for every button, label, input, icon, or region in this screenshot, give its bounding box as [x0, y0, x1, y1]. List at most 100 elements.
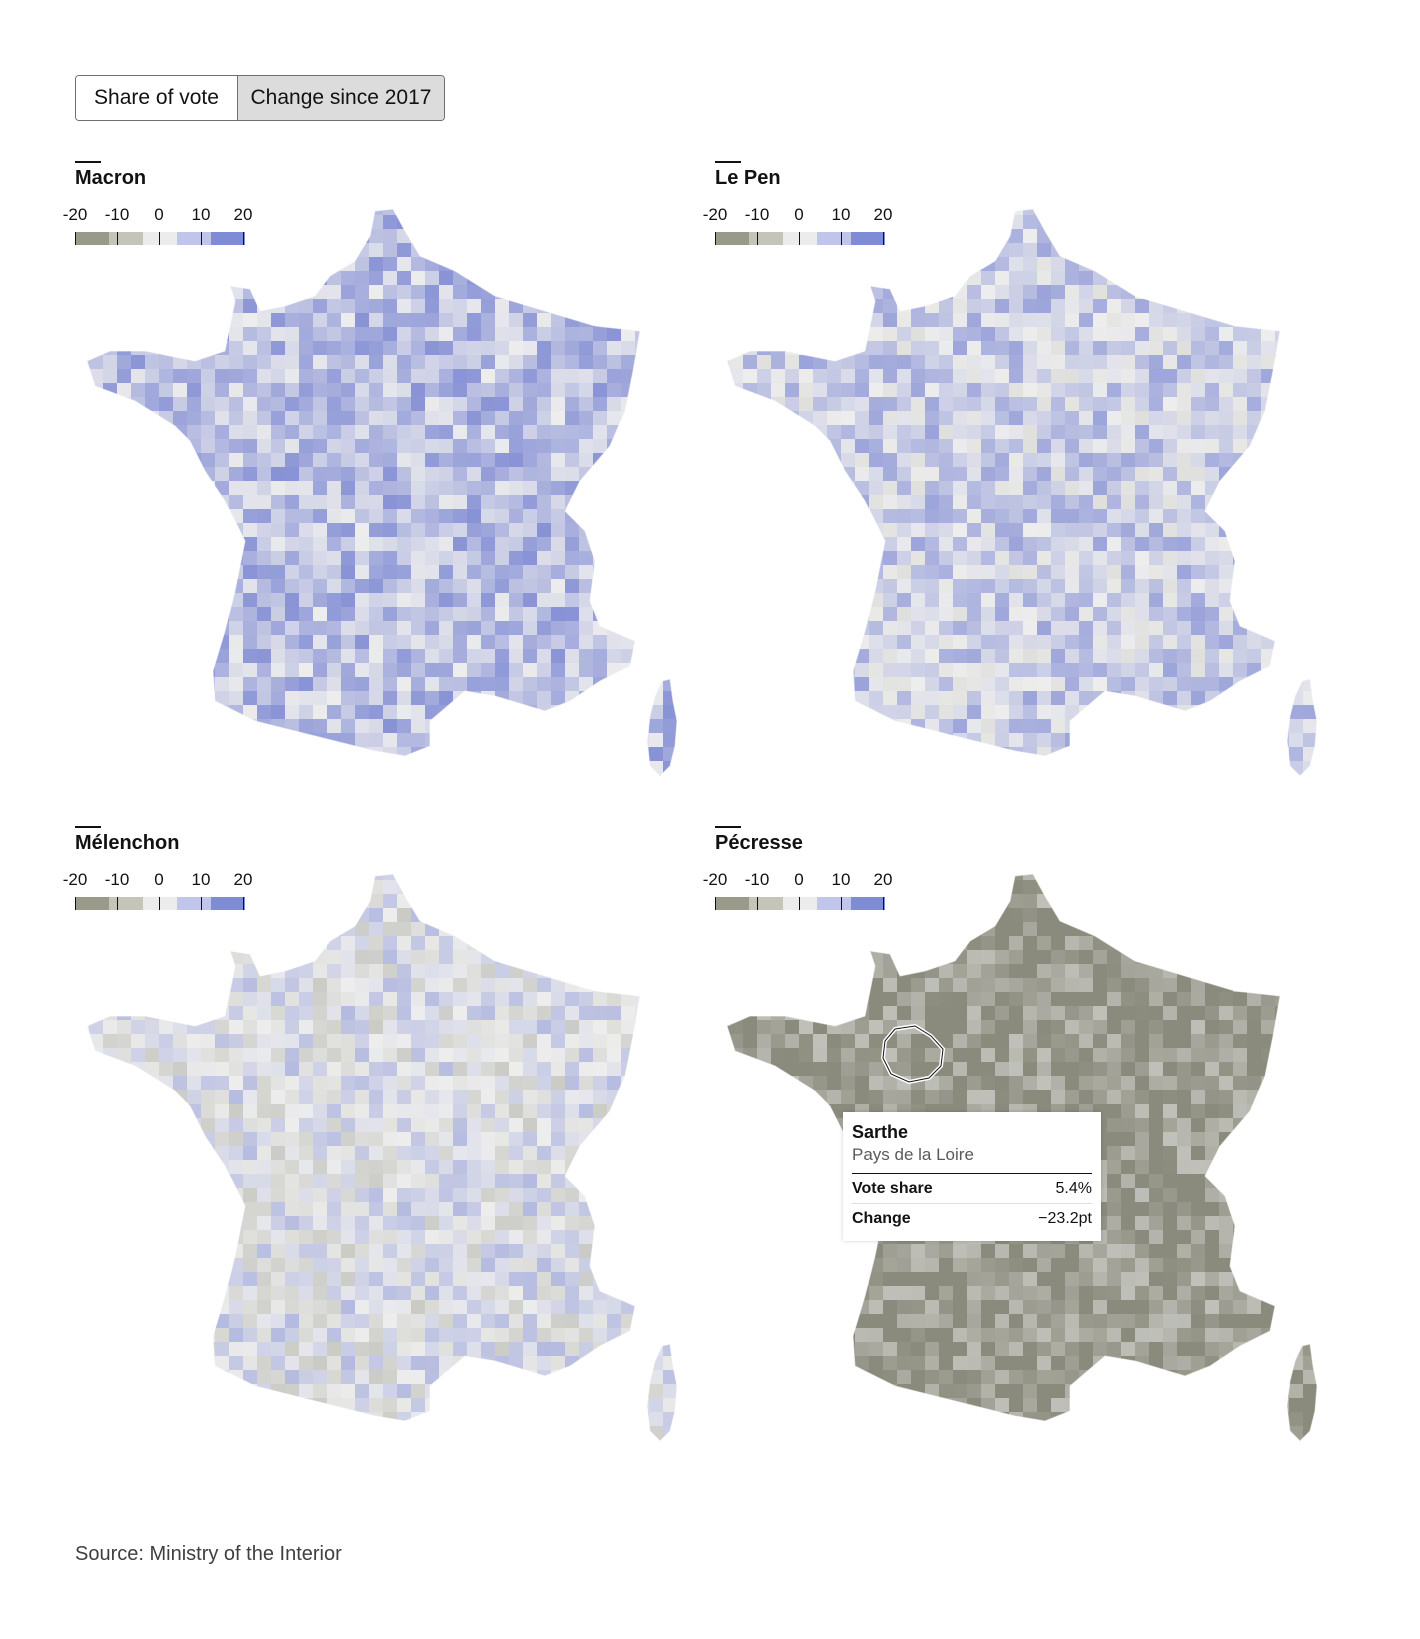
commune-cell[interactable] [411, 481, 425, 495]
commune-cell[interactable] [855, 369, 869, 383]
commune-cell[interactable] [75, 936, 89, 950]
commune-cell[interactable] [1303, 649, 1317, 663]
commune-cell[interactable] [1023, 285, 1037, 299]
commune-cell[interactable] [453, 537, 467, 551]
commune-cell[interactable] [383, 1048, 397, 1062]
commune-cell[interactable] [1233, 761, 1247, 775]
commune-cell[interactable] [743, 775, 757, 789]
commune-cell[interactable] [1149, 215, 1163, 229]
commune-cell[interactable] [593, 1104, 607, 1118]
commune-cell[interactable] [341, 649, 355, 663]
commune-cell[interactable] [677, 894, 691, 908]
commune-cell[interactable] [271, 1118, 285, 1132]
commune-cell[interactable] [117, 299, 131, 313]
commune-cell[interactable] [827, 635, 841, 649]
commune-cell[interactable] [995, 579, 1009, 593]
commune-cell[interactable] [397, 866, 411, 880]
commune-cell[interactable] [397, 355, 411, 369]
commune-cell[interactable] [1303, 425, 1317, 439]
commune-cell[interactable] [1009, 705, 1023, 719]
commune-cell[interactable] [313, 1118, 327, 1132]
commune-cell[interactable] [635, 523, 649, 537]
commune-cell[interactable] [201, 537, 215, 551]
commune-cell[interactable] [201, 425, 215, 439]
commune-cell[interactable] [383, 397, 397, 411]
commune-cell[interactable] [173, 229, 187, 243]
commune-cell[interactable] [897, 593, 911, 607]
commune-cell[interactable] [383, 1062, 397, 1076]
commune-cell[interactable] [89, 992, 103, 1006]
commune-cell[interactable] [187, 453, 201, 467]
commune-cell[interactable] [271, 495, 285, 509]
commune-cell[interactable] [663, 1104, 677, 1118]
commune-cell[interactable] [103, 1062, 117, 1076]
commune-cell[interactable] [103, 950, 117, 964]
commune-cell[interactable] [883, 313, 897, 327]
commune-cell[interactable] [285, 1104, 299, 1118]
commune-cell[interactable] [743, 565, 757, 579]
commune-cell[interactable] [229, 1104, 243, 1118]
commune-cell[interactable] [1233, 201, 1247, 215]
commune-cell[interactable] [1303, 229, 1317, 243]
commune-cell[interactable] [187, 1034, 201, 1048]
commune-cell[interactable] [1079, 271, 1093, 285]
commune-cell[interactable] [1275, 495, 1289, 509]
commune-cell[interactable] [607, 992, 621, 1006]
commune-cell[interactable] [229, 467, 243, 481]
commune-cell[interactable] [341, 894, 355, 908]
commune-cell[interactable] [355, 761, 369, 775]
commune-cell[interactable] [1233, 789, 1247, 801]
commune-cell[interactable] [523, 383, 537, 397]
commune-cell[interactable] [201, 355, 215, 369]
commune-cell[interactable] [313, 537, 327, 551]
commune-cell[interactable] [869, 439, 883, 453]
commune-cell[interactable] [467, 1132, 481, 1146]
commune-cell[interactable] [215, 1118, 229, 1132]
commune-cell[interactable] [981, 355, 995, 369]
commune-cell[interactable] [729, 523, 743, 537]
commune-cell[interactable] [1051, 327, 1065, 341]
commune-cell[interactable] [243, 1146, 257, 1160]
commune-cell[interactable] [1247, 411, 1261, 425]
commune-cell[interactable] [551, 761, 565, 775]
commune-cell[interactable] [593, 866, 607, 880]
commune-cell[interactable] [649, 1160, 663, 1174]
commune-cell[interactable] [243, 299, 257, 313]
commune-cell[interactable] [621, 1160, 635, 1174]
commune-cell[interactable] [425, 341, 439, 355]
commune-cell[interactable] [411, 1174, 425, 1188]
commune-cell[interactable] [1233, 411, 1247, 425]
commune-cell[interactable] [635, 936, 649, 950]
commune-cell[interactable] [827, 271, 841, 285]
commune-cell[interactable] [131, 1202, 145, 1216]
commune-cell[interactable] [771, 565, 785, 579]
commune-cell[interactable] [103, 761, 117, 775]
commune-cell[interactable] [925, 691, 939, 705]
commune-cell[interactable] [841, 789, 855, 801]
commune-cell[interactable] [551, 621, 565, 635]
commune-cell[interactable] [187, 411, 201, 425]
commune-cell[interactable] [1135, 229, 1149, 243]
commune-cell[interactable] [89, 747, 103, 761]
commune-cell[interactable] [593, 369, 607, 383]
commune-cell[interactable] [285, 509, 299, 523]
commune-cell[interactable] [173, 495, 187, 509]
commune-cell[interactable] [229, 1034, 243, 1048]
commune-cell[interactable] [537, 481, 551, 495]
commune-cell[interactable] [355, 593, 369, 607]
commune-cell[interactable] [1233, 495, 1247, 509]
commune-cell[interactable] [257, 663, 271, 677]
commune-cell[interactable] [939, 719, 953, 733]
commune-cell[interactable] [327, 691, 341, 705]
commune-cell[interactable] [145, 313, 159, 327]
commune-cell[interactable] [1107, 747, 1121, 761]
commune-cell[interactable] [663, 481, 677, 495]
commune-cell[interactable] [1093, 453, 1107, 467]
commune-cell[interactable] [729, 327, 743, 341]
commune-cell[interactable] [953, 453, 967, 467]
commune-cell[interactable] [953, 607, 967, 621]
commune-cell[interactable] [677, 481, 691, 495]
commune-cell[interactable] [1065, 761, 1079, 775]
commune-cell[interactable] [103, 663, 117, 677]
commune-cell[interactable] [131, 649, 145, 663]
